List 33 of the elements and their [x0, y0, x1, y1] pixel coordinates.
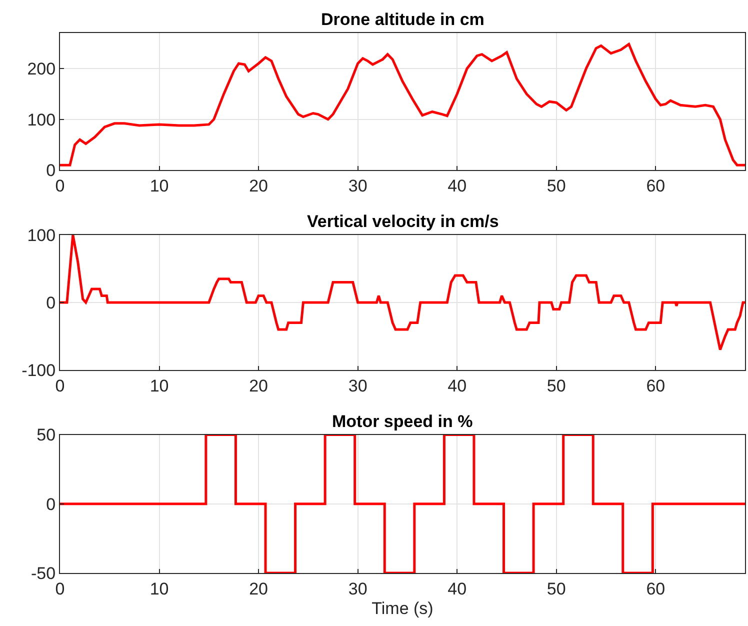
x-tick-label: 40 — [448, 579, 467, 598]
y-tick-label: 0 — [46, 494, 56, 514]
x-tick-label: 40 — [448, 176, 467, 196]
x-tick-label: 30 — [348, 579, 368, 598]
x-tick-label: 60 — [646, 579, 666, 598]
chart-title: Vertical velocity in cm/s — [307, 212, 499, 231]
y-tick-label: 100 — [27, 110, 56, 130]
y-tick-label: -50 — [31, 564, 56, 583]
x-tick-label: 30 — [348, 376, 368, 396]
x-tick-label: 60 — [646, 176, 666, 196]
x-tick-label: 10 — [150, 579, 169, 598]
line-series — [60, 234, 745, 351]
x-tick-label: 20 — [249, 579, 268, 598]
chart-title: Motor speed in % — [332, 412, 473, 431]
y-tick-label: -100 — [22, 360, 56, 380]
x-tick-label: 40 — [448, 376, 467, 396]
x-tick-label: 30 — [348, 176, 368, 196]
y-tick-label: 0 — [46, 293, 56, 312]
chart-title: Drone altitude in cm — [321, 10, 484, 29]
line-series — [60, 42, 745, 166]
x-tick-label: 60 — [646, 376, 666, 396]
x-tick-label: 10 — [150, 176, 169, 196]
y-tick-label: 0 — [46, 161, 56, 180]
x-axis-title: Time (s) — [372, 598, 434, 618]
x-tick-label: 50 — [546, 176, 566, 196]
x-tick-label: 50 — [546, 376, 566, 396]
y-tick-label: 200 — [27, 60, 56, 79]
y-tick-label: 50 — [36, 426, 56, 445]
x-tick-label: 50 — [546, 579, 566, 598]
y-tick-label: 100 — [27, 226, 56, 245]
x-tick-label: 20 — [249, 376, 268, 396]
x-tick-label: 10 — [150, 376, 169, 396]
x-tick-label: 20 — [249, 176, 268, 196]
